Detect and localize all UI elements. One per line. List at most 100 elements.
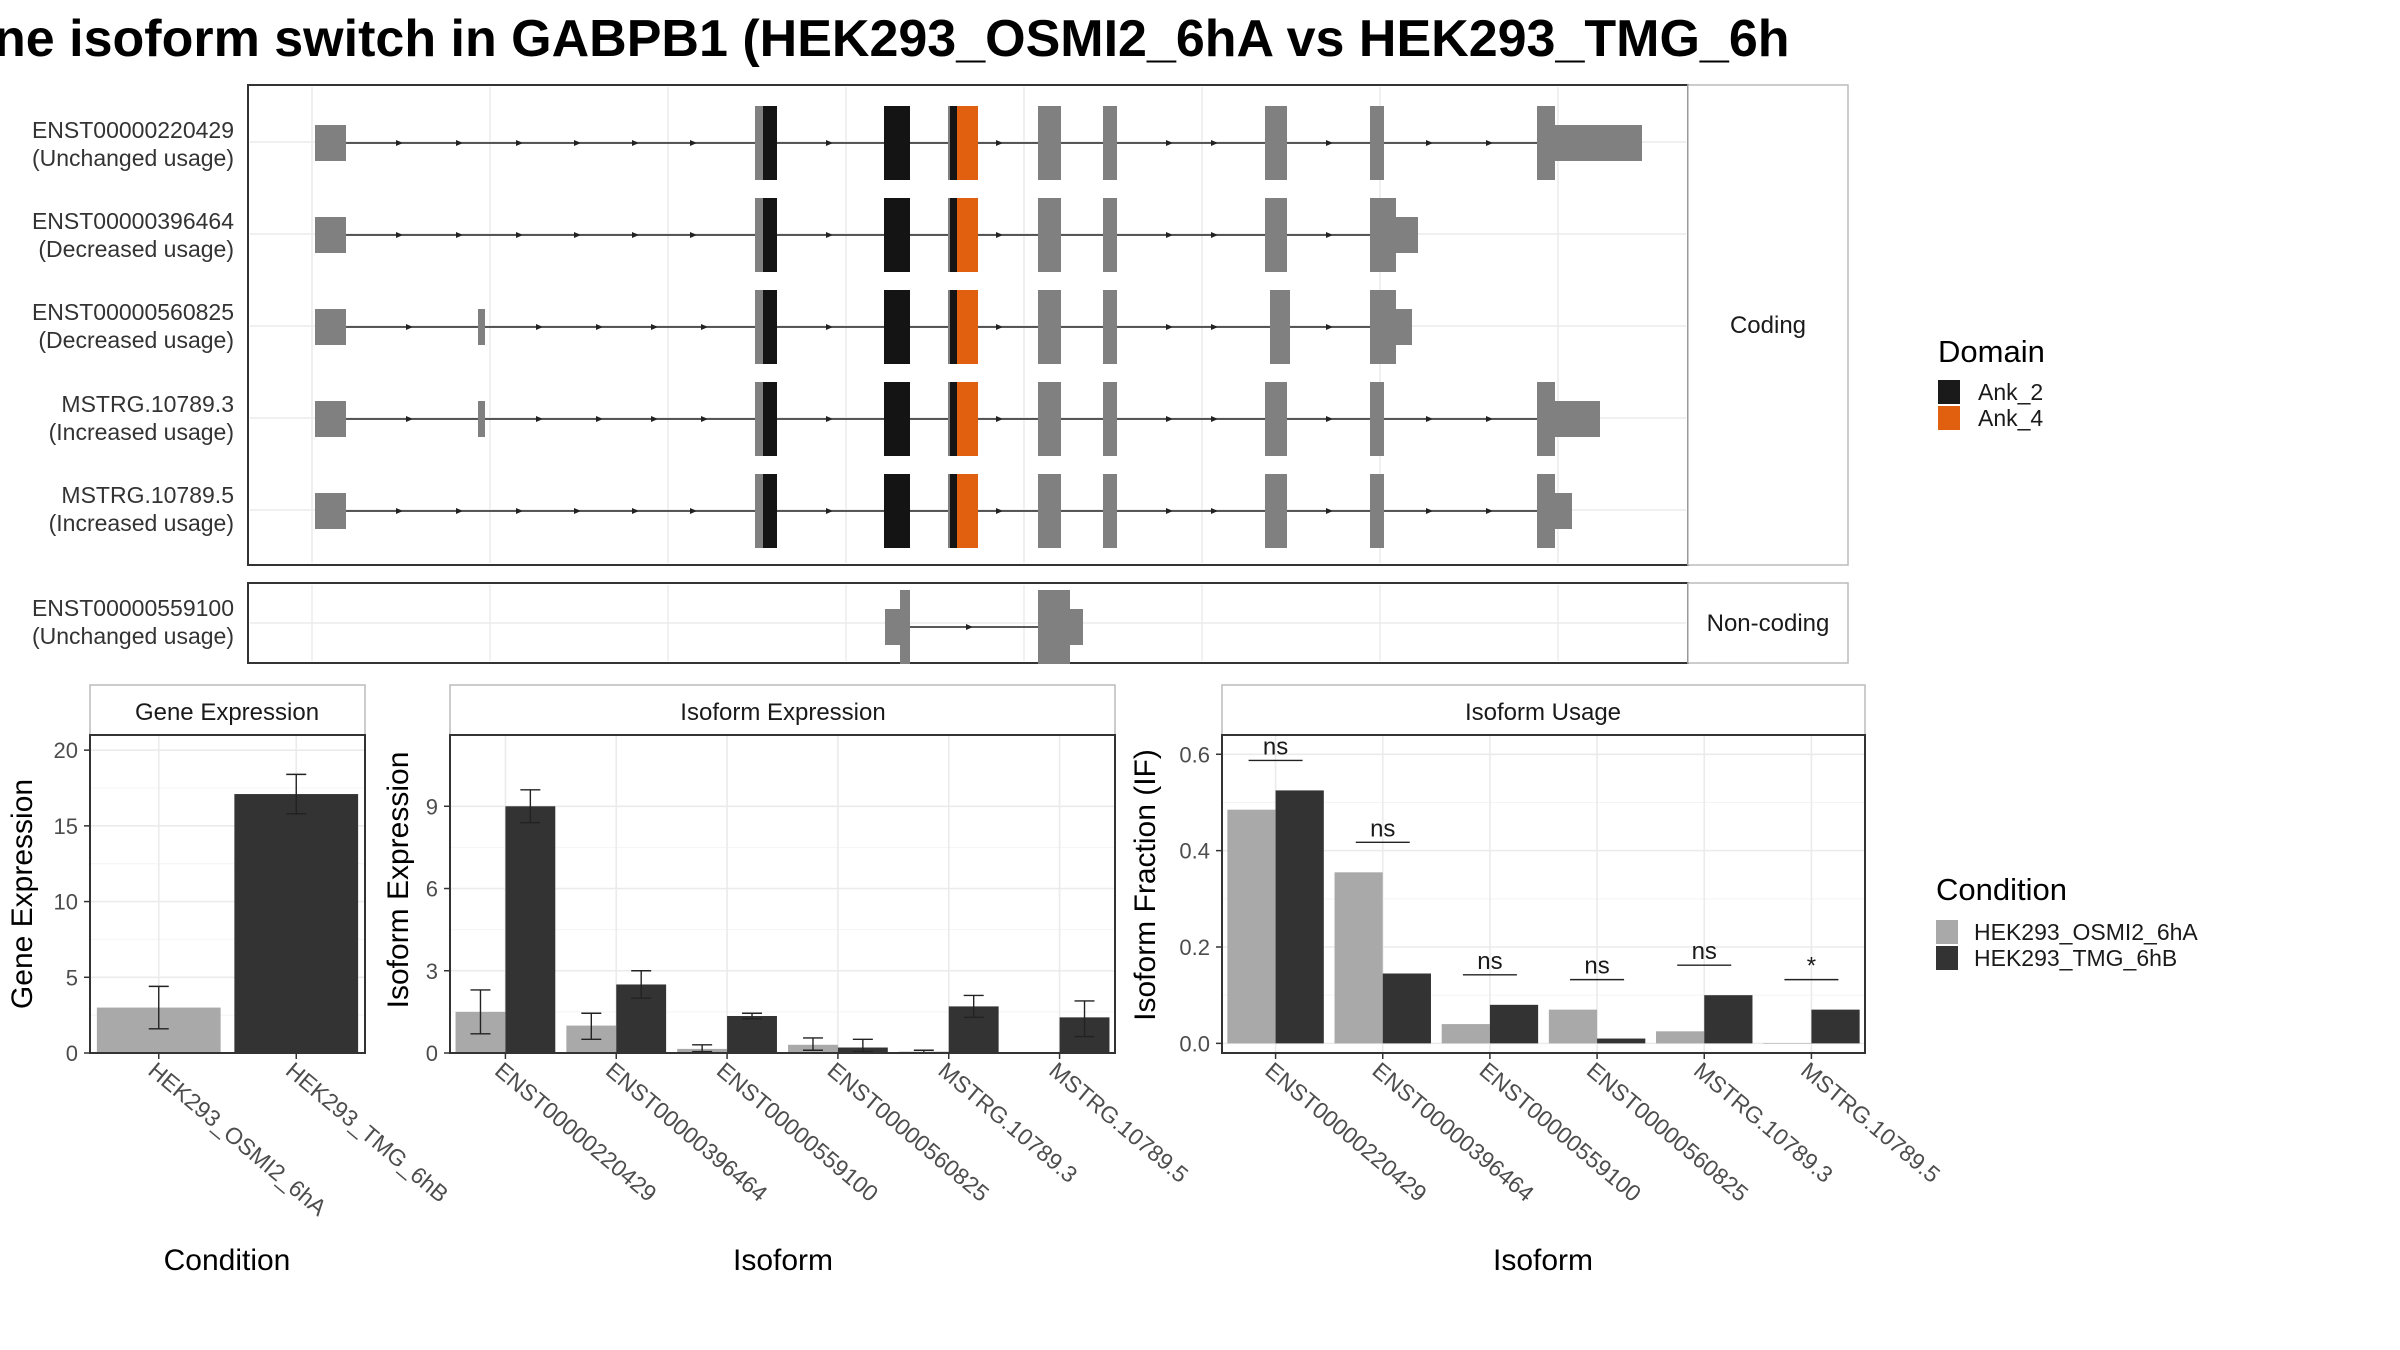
exon (1396, 217, 1418, 253)
exon (1103, 474, 1117, 548)
transcript-track (315, 382, 1600, 456)
exon (1537, 106, 1555, 180)
direction-arrow (690, 508, 697, 514)
direction-arrow (632, 140, 639, 146)
transcript-id-2: ENST00000396464 (32, 208, 234, 234)
isoform-expression-ylabel: Isoform Expression (382, 752, 415, 1009)
domain-ank2 (763, 198, 777, 272)
exon (1070, 609, 1083, 645)
exon (315, 493, 346, 529)
exon (1103, 106, 1117, 180)
isoform-expression-panel: Isoform Expression 0369ENST00000220429EN… (382, 684, 1193, 1277)
y-tick-label: 0 (66, 1041, 78, 1066)
direction-arrow (651, 416, 658, 422)
transcript-note-6: (Unchanged usage) (32, 623, 234, 649)
coding-strip-label: Coding (1730, 312, 1806, 339)
bar (1227, 809, 1276, 1044)
transcript-note-3: (Decreased usage) (38, 327, 234, 353)
exon (1038, 474, 1061, 548)
domain-ank2 (763, 106, 777, 180)
significance-label: ns (1477, 948, 1502, 975)
direction-arrow (536, 416, 543, 422)
direction-arrow (1326, 416, 1333, 422)
exon (1370, 382, 1384, 456)
isoform-expression-xlabel: Isoform (733, 1244, 833, 1277)
exon (755, 198, 765, 272)
direction-arrow (1486, 140, 1493, 146)
bar (1656, 1031, 1705, 1044)
condition-legend-key-osmi2 (1936, 920, 1958, 944)
direction-arrow (456, 508, 463, 514)
plot-background (1222, 735, 1865, 1053)
exon (1370, 290, 1396, 364)
bar (1597, 1038, 1646, 1044)
significance-label: ns (1584, 953, 1609, 980)
direction-arrow (651, 324, 658, 330)
direction-arrow (996, 232, 1003, 238)
direction-arrow (396, 508, 403, 514)
exon (1370, 106, 1384, 180)
direction-arrow (1166, 508, 1173, 514)
domain-ank2 (884, 198, 910, 272)
isoform-usage-ylabel: Isoform Fraction (IF) (1129, 749, 1162, 1021)
domain-ank2 (763, 382, 777, 456)
domain-ank4 (957, 382, 978, 456)
plot-frame (1221, 734, 1866, 1054)
significance-label: ns (1370, 815, 1395, 842)
exon (1038, 198, 1061, 272)
transcript-track (315, 198, 1418, 272)
bar (1334, 872, 1383, 1044)
isoform-expression-strip-title: Isoform Expression (680, 699, 885, 726)
gene-expression-strip (89, 684, 366, 736)
transcript-structure-panel: Coding Non-coding ENST00000220429 (Uncha… (32, 84, 1849, 664)
transcript-id-6: ENST00000559100 (32, 595, 234, 621)
direction-arrow (1326, 508, 1333, 514)
direction-arrow (516, 508, 523, 514)
exon (1038, 290, 1061, 364)
y-tick-label: 0 (426, 1041, 438, 1066)
plot-frame (449, 734, 1116, 1054)
domain-legend: Domain Ank_2 Ank_4 (1938, 334, 2045, 431)
plot-title: ne isoform switch in GABPB1 (HEK293_OSMI… (0, 10, 1790, 68)
y-tick-label: 5 (66, 965, 78, 990)
direction-arrow (996, 416, 1003, 422)
bar (234, 794, 359, 1053)
isoform-usage-strip-title: Isoform Usage (1465, 699, 1621, 726)
direction-arrow (1326, 140, 1333, 146)
exon (315, 217, 346, 253)
transcript-note-4: (Increased usage) (49, 419, 234, 445)
exon (1103, 382, 1117, 456)
exon (885, 609, 900, 645)
y-tick-label: 9 (426, 794, 438, 819)
transcript-id-4: MSTRG.10789.3 (61, 391, 234, 417)
domain-ank4 (957, 290, 978, 364)
bar (505, 806, 556, 1053)
transcript-note-2: (Decreased usage) (38, 236, 234, 262)
exon (755, 382, 765, 456)
significance-label: * (1807, 953, 1816, 980)
direction-arrow (406, 324, 413, 330)
plot-frame (89, 734, 366, 1054)
plot-background (450, 735, 1115, 1053)
domain-ank2 (884, 382, 910, 456)
direction-arrow (1166, 324, 1173, 330)
transcript-track (315, 474, 1572, 548)
exon (478, 401, 485, 437)
direction-arrow (1166, 416, 1173, 422)
direction-arrow (701, 416, 708, 422)
significance-label: ns (1263, 733, 1288, 760)
domain-ank2 (884, 474, 910, 548)
isoform-usage-strip (1221, 684, 1866, 736)
y-tick-label: 3 (426, 959, 438, 984)
gene-expression-ylabel: Gene Expression (6, 779, 39, 1009)
bar (1382, 973, 1431, 1044)
exon (478, 309, 485, 345)
transcript-id-1: ENST00000220429 (32, 117, 234, 143)
direction-arrow (1486, 508, 1493, 514)
direction-arrow (596, 324, 603, 330)
y-tick-label: 6 (426, 877, 438, 902)
y-tick-label: 20 (54, 738, 78, 763)
direction-arrow (690, 140, 697, 146)
